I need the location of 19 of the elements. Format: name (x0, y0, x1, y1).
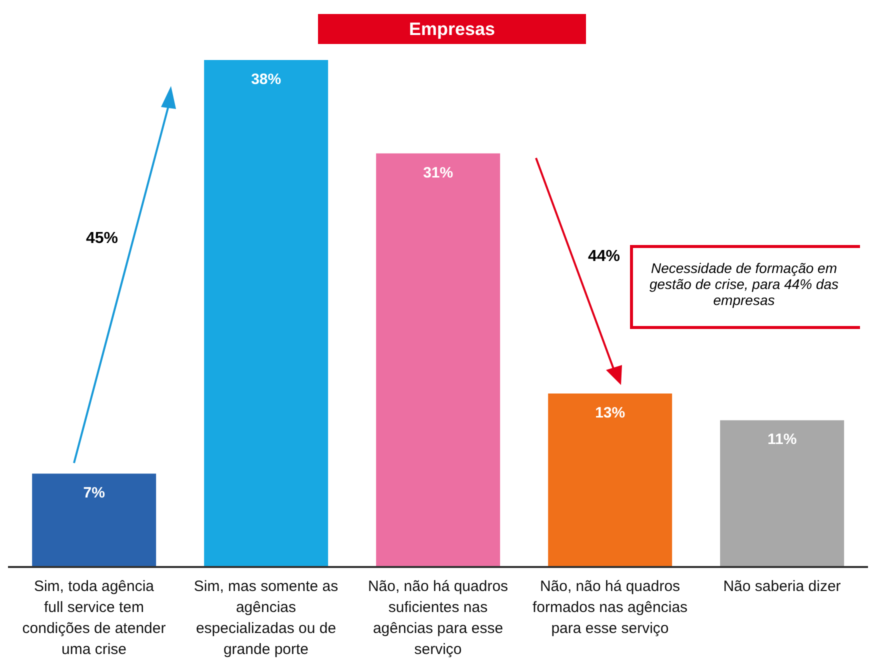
x-tick-label: Não, não há quadros suficientes nas agências para esse serviço (368, 578, 508, 658)
data-label: 7% (83, 484, 105, 502)
bar (376, 153, 500, 567)
x-tick-label: Sim, mas somente as agências especializadas ou de grande porte (194, 578, 338, 658)
x-tick-label: Não, não há quadros formados nas agências para esse serviço (532, 578, 688, 637)
chart-title: Empresas (318, 14, 586, 44)
x-tick-label: Sim, toda agência full service tem condições de atender uma crise (22, 578, 166, 658)
annotation: Necessidade de formação em gestão de crise, para 44% das empresas (648, 260, 840, 308)
data-label: 13% (595, 404, 626, 422)
data-label: 11% (767, 431, 797, 448)
bar (204, 60, 328, 567)
bar (720, 420, 844, 567)
annotation: 45% (86, 230, 118, 248)
x-tick-label: Não saberia dizer (723, 578, 841, 595)
bar (32, 474, 156, 567)
annotation: 44% (588, 248, 620, 266)
data-label: 31% (423, 164, 454, 182)
data-label: 38% (251, 71, 282, 88)
bar (548, 394, 672, 567)
